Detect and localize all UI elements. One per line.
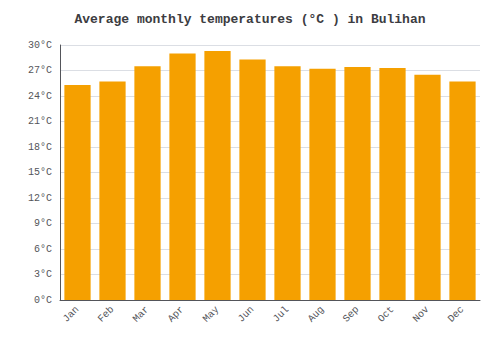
svg-text:Mar: Mar [131, 304, 151, 324]
svg-text:Oct: Oct [376, 304, 396, 324]
svg-text:May: May [201, 304, 221, 324]
svg-text:15°C: 15°C [28, 167, 52, 178]
svg-text:Aug: Aug [306, 304, 326, 324]
svg-text:Apr: Apr [166, 304, 186, 324]
svg-text:6°C: 6°C [34, 244, 52, 255]
svg-text:27°C: 27°C [28, 65, 52, 76]
svg-text:Dec: Dec [446, 304, 466, 324]
svg-text:Jun: Jun [236, 304, 256, 324]
svg-text:24°C: 24°C [28, 91, 52, 102]
svg-text:9°C: 9°C [34, 218, 52, 229]
svg-text:3°C: 3°C [34, 269, 52, 280]
svg-text:Nov: Nov [411, 304, 431, 324]
svg-text:18°C: 18°C [28, 142, 52, 153]
svg-text:Sep: Sep [341, 304, 361, 324]
svg-text:Jan: Jan [61, 304, 81, 324]
svg-text:0°C: 0°C [34, 295, 52, 306]
svg-text:Jul: Jul [271, 304, 291, 324]
svg-text:21°C: 21°C [28, 116, 52, 127]
svg-text:30°C: 30°C [28, 40, 52, 51]
svg-text:12°C: 12°C [28, 193, 52, 204]
svg-text:Feb: Feb [96, 304, 116, 324]
svg-text:Average monthly temperatures (: Average monthly temperatures (°C ) in Bu… [74, 12, 425, 27]
